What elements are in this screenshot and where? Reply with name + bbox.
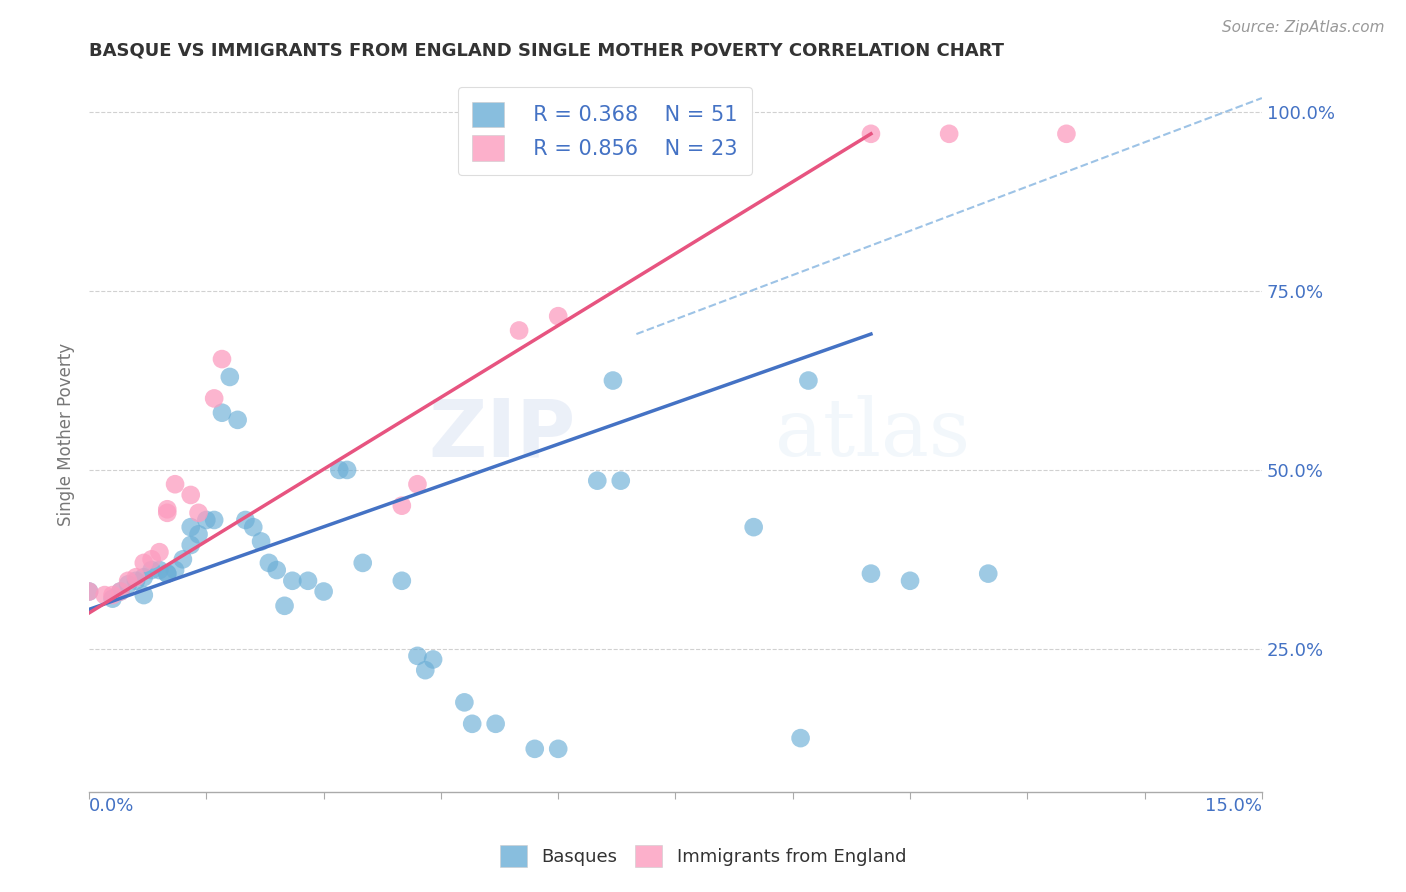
Point <box>523 742 546 756</box>
Point <box>93 588 115 602</box>
Point <box>235 513 257 527</box>
Point <box>226 413 249 427</box>
Point <box>602 374 624 388</box>
Point <box>413 663 436 677</box>
Point <box>508 323 530 337</box>
Point <box>859 127 882 141</box>
Y-axis label: Single Mother Poverty: Single Mother Poverty <box>58 343 75 525</box>
Legend: Basques, Immigrants from England: Basques, Immigrants from England <box>492 838 914 874</box>
Point <box>610 474 633 488</box>
Text: 0.0%: 0.0% <box>89 797 135 814</box>
Point <box>586 474 609 488</box>
Point <box>898 574 921 588</box>
Point <box>250 534 273 549</box>
Point <box>547 309 569 323</box>
Point <box>211 352 233 367</box>
Point <box>312 584 335 599</box>
Point <box>218 370 240 384</box>
Point <box>141 552 163 566</box>
Point <box>336 463 359 477</box>
Point <box>352 556 374 570</box>
Point <box>187 506 209 520</box>
Point <box>117 577 139 591</box>
Point <box>547 742 569 756</box>
Point <box>281 574 304 588</box>
Point <box>156 502 179 516</box>
Point <box>195 513 218 527</box>
Point <box>257 556 280 570</box>
Point <box>77 584 100 599</box>
Point <box>165 477 187 491</box>
Point <box>202 392 225 406</box>
Point <box>453 695 475 709</box>
Point <box>156 566 179 581</box>
Point <box>125 574 148 588</box>
Point <box>132 556 155 570</box>
Point <box>165 563 187 577</box>
Text: 15.0%: 15.0% <box>1205 797 1263 814</box>
Point <box>938 127 960 141</box>
Point <box>110 584 132 599</box>
Point <box>156 566 179 581</box>
Point <box>125 570 148 584</box>
Text: ZIP: ZIP <box>429 395 576 473</box>
Point <box>148 563 170 577</box>
Point <box>485 716 508 731</box>
Point <box>211 406 233 420</box>
Point <box>789 731 811 745</box>
Point <box>297 574 319 588</box>
Text: BASQUE VS IMMIGRANTS FROM ENGLAND SINGLE MOTHER POVERTY CORRELATION CHART: BASQUE VS IMMIGRANTS FROM ENGLAND SINGLE… <box>89 42 1004 60</box>
Point <box>266 563 288 577</box>
Point <box>77 584 100 599</box>
Point <box>391 574 413 588</box>
Point <box>242 520 264 534</box>
Point <box>742 520 765 534</box>
Point <box>422 652 444 666</box>
Point <box>101 591 124 606</box>
Point <box>859 566 882 581</box>
Point <box>1054 127 1077 141</box>
Point <box>406 648 429 663</box>
Point <box>132 570 155 584</box>
Point <box>180 488 202 502</box>
Point <box>156 506 179 520</box>
Point <box>148 545 170 559</box>
Point <box>202 513 225 527</box>
Point <box>187 527 209 541</box>
Text: Source: ZipAtlas.com: Source: ZipAtlas.com <box>1222 20 1385 35</box>
Point <box>141 563 163 577</box>
Point <box>273 599 295 613</box>
Point <box>328 463 350 477</box>
Point <box>110 584 132 599</box>
Point <box>117 574 139 588</box>
Point <box>101 588 124 602</box>
Point <box>180 538 202 552</box>
Point <box>132 588 155 602</box>
Legend:   R = 0.368    N = 51,   R = 0.856    N = 23: R = 0.368 N = 51, R = 0.856 N = 23 <box>458 87 752 176</box>
Point <box>797 374 820 388</box>
Text: atlas: atlas <box>775 395 970 473</box>
Point <box>172 552 194 566</box>
Point <box>180 520 202 534</box>
Point <box>461 716 484 731</box>
Point <box>391 499 413 513</box>
Point <box>977 566 1000 581</box>
Point <box>406 477 429 491</box>
